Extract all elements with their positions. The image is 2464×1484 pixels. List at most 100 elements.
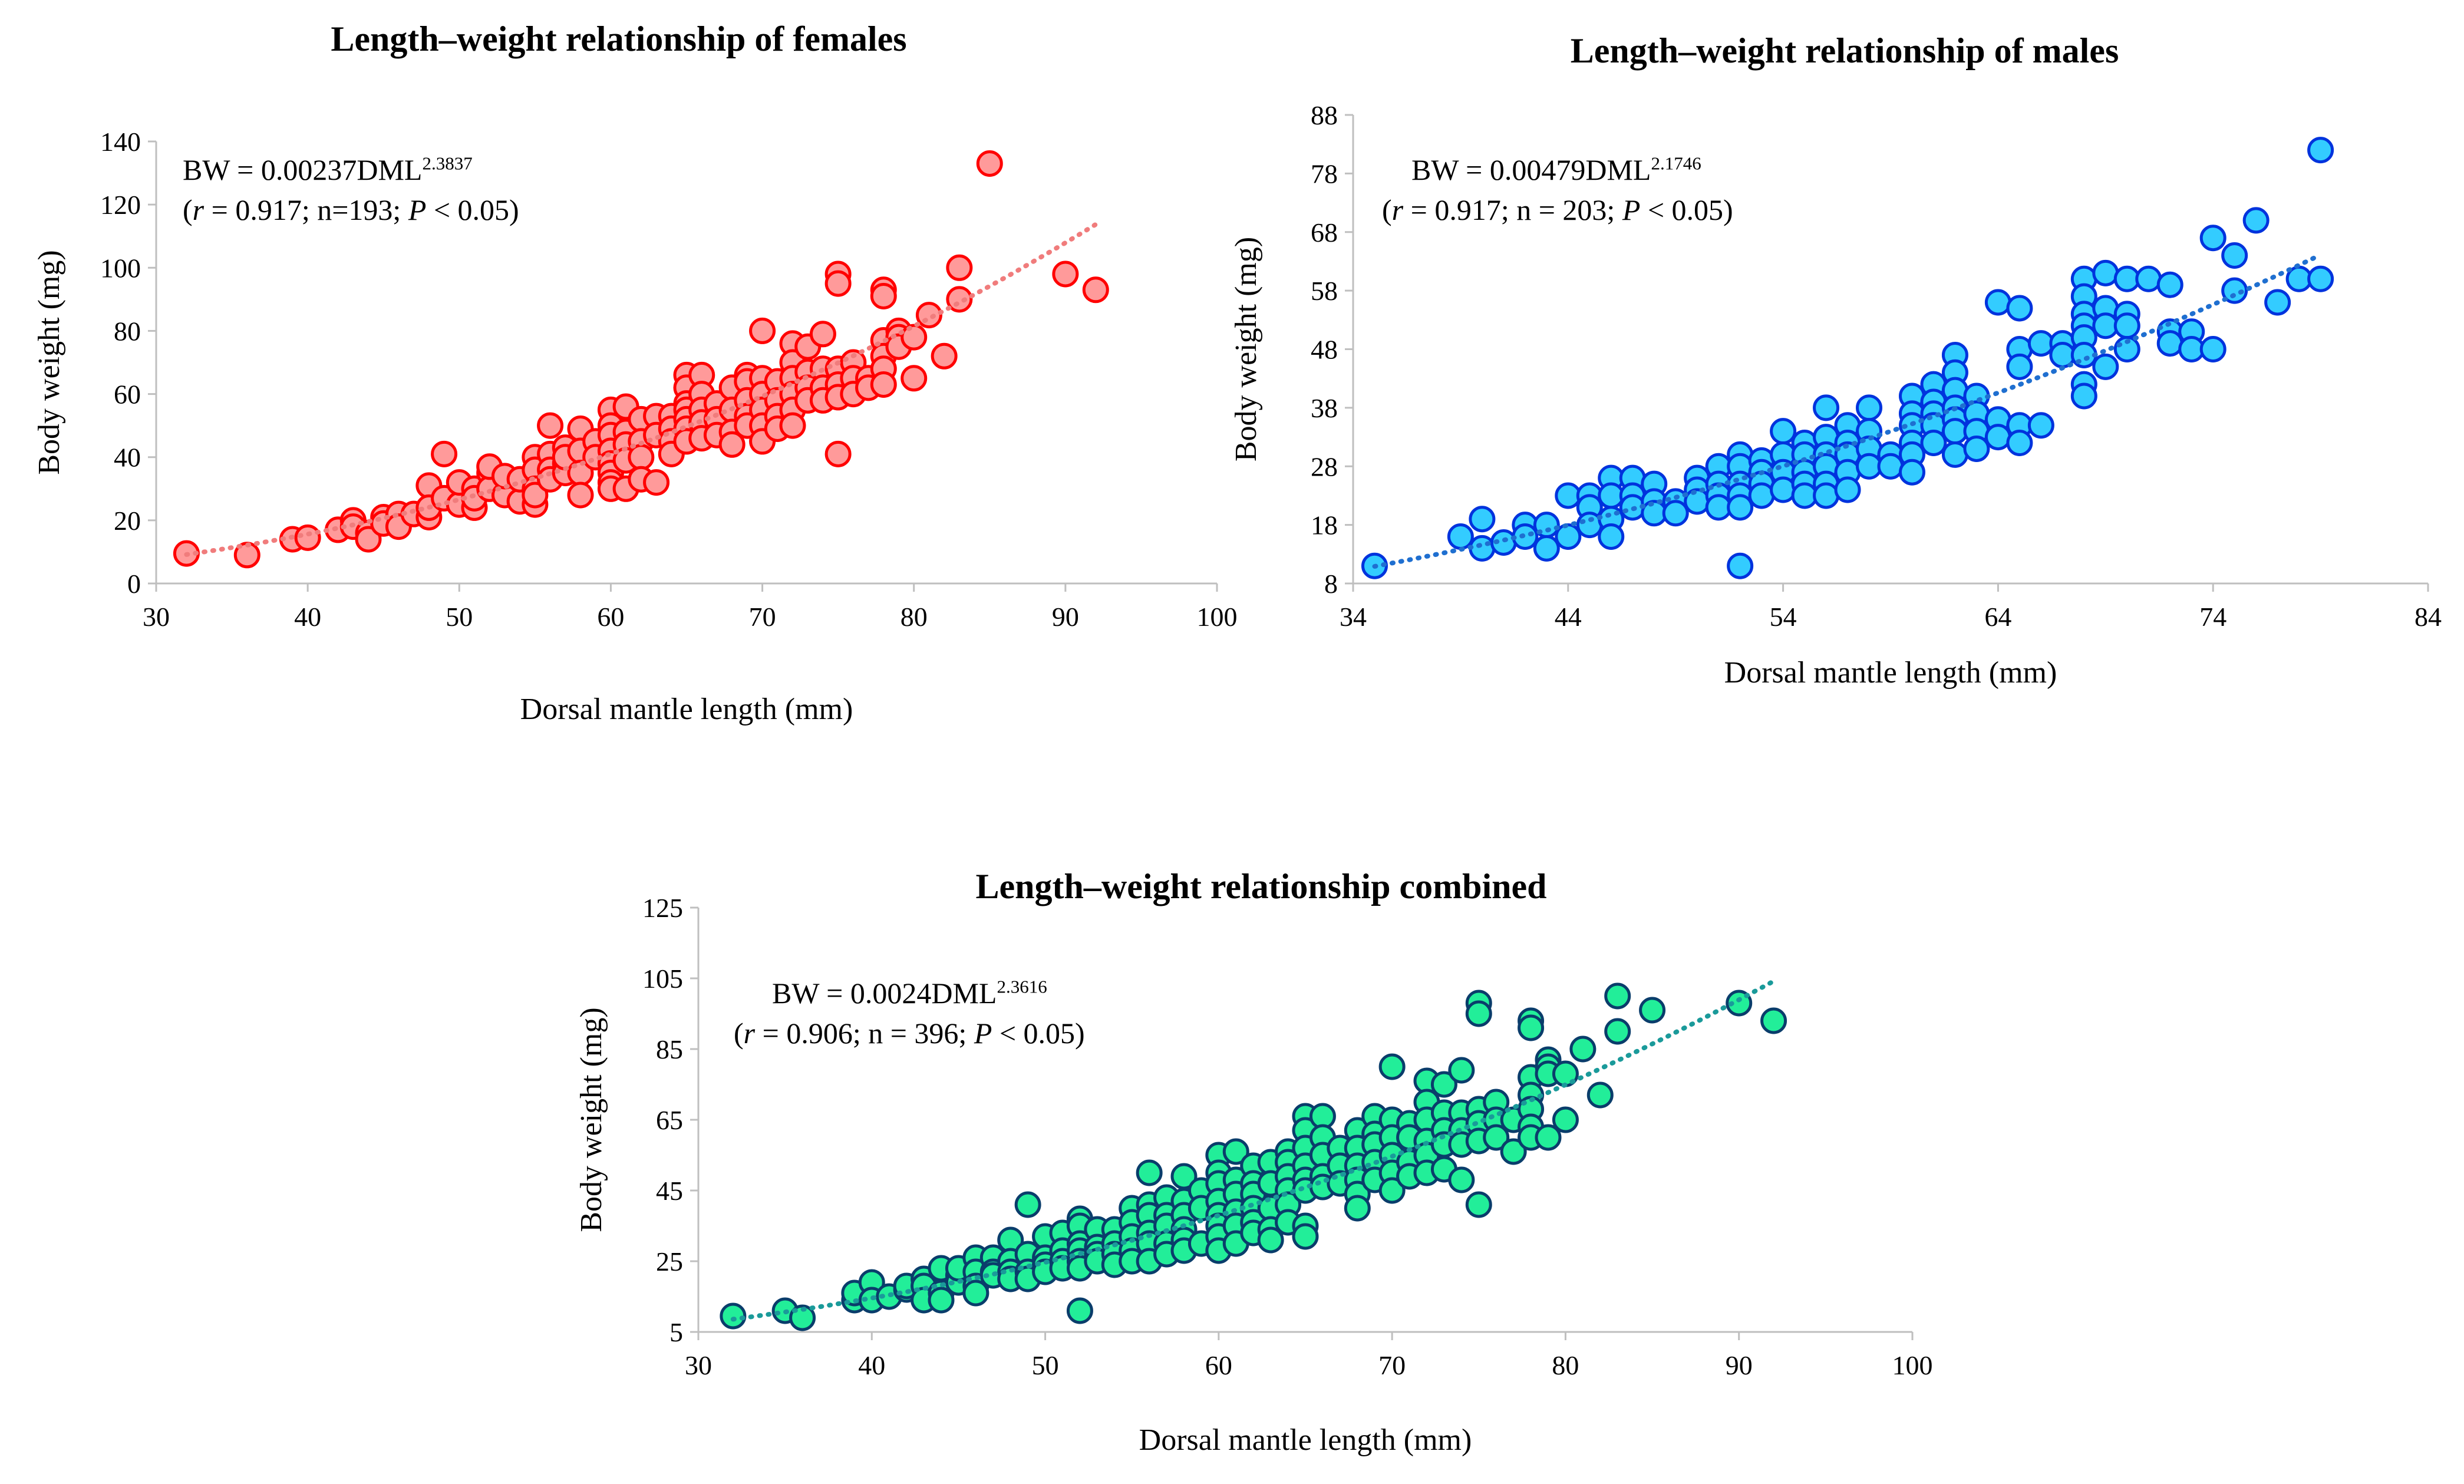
data-point xyxy=(2156,271,2183,298)
equation-prefix: BW = 0.00237DML xyxy=(183,153,423,186)
data-point xyxy=(2307,137,2334,164)
data-point xyxy=(2199,225,2226,252)
x-tick-label: 54 xyxy=(1770,602,1797,632)
x-tick-label: 70 xyxy=(749,602,776,632)
data-point xyxy=(824,440,852,467)
data-point xyxy=(901,365,928,392)
data-point xyxy=(809,321,836,348)
equation-formula: BW = 0.00479DML2.1746 xyxy=(1382,150,1733,190)
x-tick-label: 70 xyxy=(1378,1350,1406,1380)
y-tick-label: 88 xyxy=(1311,100,1338,130)
data-point xyxy=(1856,394,1883,421)
data-point xyxy=(928,1287,955,1314)
equation-stats: (r = 0.917; n=193; P < 0.05) xyxy=(183,190,519,230)
data-point xyxy=(1770,418,1797,445)
data-point xyxy=(931,342,958,370)
data-point xyxy=(1598,523,1625,550)
data-point xyxy=(1469,506,1496,533)
chart-females: Length–weight relationship of females 30… xyxy=(0,0,1238,743)
x-tick-label: 50 xyxy=(1032,1350,1059,1380)
y-tick-label: 45 xyxy=(656,1176,683,1206)
data-point xyxy=(720,1302,747,1330)
data-point xyxy=(1222,1138,1249,1165)
data-point xyxy=(522,482,549,509)
y-tick-label: 18 xyxy=(1311,510,1338,540)
data-point xyxy=(355,526,382,553)
x-tick-label: 34 xyxy=(1340,602,1367,632)
y-tick-label: 48 xyxy=(1311,335,1338,365)
y-tick-label: 58 xyxy=(1311,276,1338,306)
data-point xyxy=(1834,476,1861,503)
equation: BW = 0.00237DML2.3837 (r = 0.917; n=193;… xyxy=(183,150,519,230)
data-point xyxy=(1535,1124,1562,1151)
y-tick-label: 85 xyxy=(656,1034,683,1064)
y-tick-label: 0 xyxy=(127,569,141,599)
data-point xyxy=(1662,500,1689,527)
data-point xyxy=(294,524,321,551)
data-point xyxy=(643,469,670,496)
chart-title: Length–weight relationship of females xyxy=(331,19,907,58)
x-tick-label: 90 xyxy=(1726,1350,1753,1380)
data-point xyxy=(1448,1166,1475,1193)
data-point xyxy=(1586,1081,1614,1109)
x-tick-label: 44 xyxy=(1555,602,1582,632)
data-point xyxy=(2092,259,2119,286)
x-tick-label: 60 xyxy=(597,602,624,632)
data-point xyxy=(1430,1071,1457,1098)
x-tick-label: 84 xyxy=(2414,602,2442,632)
y-tick-label: 105 xyxy=(642,964,683,994)
data-point xyxy=(1770,476,1797,503)
data-point xyxy=(2070,382,2097,410)
x-tick-label: 30 xyxy=(685,1350,712,1380)
data-point xyxy=(749,317,776,344)
stats-values: = 0.917; n=193; xyxy=(204,193,408,226)
data-point xyxy=(901,324,928,351)
data-point xyxy=(1483,1124,1510,1151)
x-axis-label: Dorsal mantle length (mm) xyxy=(1139,1423,1472,1457)
data-point xyxy=(1447,523,1474,550)
plot-area: 34 44 54 64 74 84 8 18 28 38 48 58 68 78 88 Dorsal mant… xyxy=(1229,100,2442,690)
data-point xyxy=(1727,552,1754,579)
y-axis-label: Body weight (mg) xyxy=(575,1007,608,1232)
data-point xyxy=(1813,482,1840,509)
y-tick-label: 140 xyxy=(100,127,141,157)
data-point xyxy=(915,302,942,329)
data-point xyxy=(1984,424,2011,451)
x-tick-label: 30 xyxy=(143,602,170,632)
data-point xyxy=(1639,997,1666,1024)
data-point xyxy=(1748,482,1775,509)
data-point xyxy=(2221,242,2248,269)
data-point xyxy=(779,412,806,439)
data-point xyxy=(1136,1159,1163,1186)
data-point xyxy=(2221,277,2248,304)
x-axis-label: Dorsal mantle length (mm) xyxy=(520,692,853,726)
data-point xyxy=(2027,412,2054,439)
y-tick-label: 68 xyxy=(1311,217,1338,248)
data-point xyxy=(1920,430,1947,456)
r-symbol: r xyxy=(1391,193,1404,226)
y-tick-label: 78 xyxy=(1311,159,1338,189)
data-point xyxy=(1877,453,1904,480)
data-point xyxy=(870,371,897,398)
p-symbol: P xyxy=(408,193,427,226)
data-point xyxy=(2199,336,2226,362)
x-tick-label: 80 xyxy=(901,602,928,632)
trend-line xyxy=(184,222,1099,557)
data-point xyxy=(1344,1195,1371,1222)
equation-exponent: 2.3616 xyxy=(997,976,1047,997)
stats-open: ( xyxy=(1382,193,1392,226)
x-tick-label: 60 xyxy=(1205,1350,1232,1380)
data-point xyxy=(1052,260,1079,288)
p-symbol: P xyxy=(1622,193,1641,226)
data-point xyxy=(946,254,973,281)
p-symbol: P xyxy=(974,1016,992,1050)
equation-stats: (r = 0.917; n = 203; P < 0.05) xyxy=(1382,190,1733,230)
trend-line xyxy=(1372,252,2323,569)
data-point xyxy=(1604,982,1631,1010)
data-point xyxy=(870,283,897,309)
data-point xyxy=(1518,1014,1545,1041)
equation-exponent: 2.1746 xyxy=(1651,153,1701,174)
equation-prefix: BW = 0.00479DML xyxy=(1411,153,1651,186)
data-point xyxy=(1727,494,1754,521)
equation: BW = 0.00479DML2.1746 (r = 0.917; n = 20… xyxy=(1382,150,1733,230)
